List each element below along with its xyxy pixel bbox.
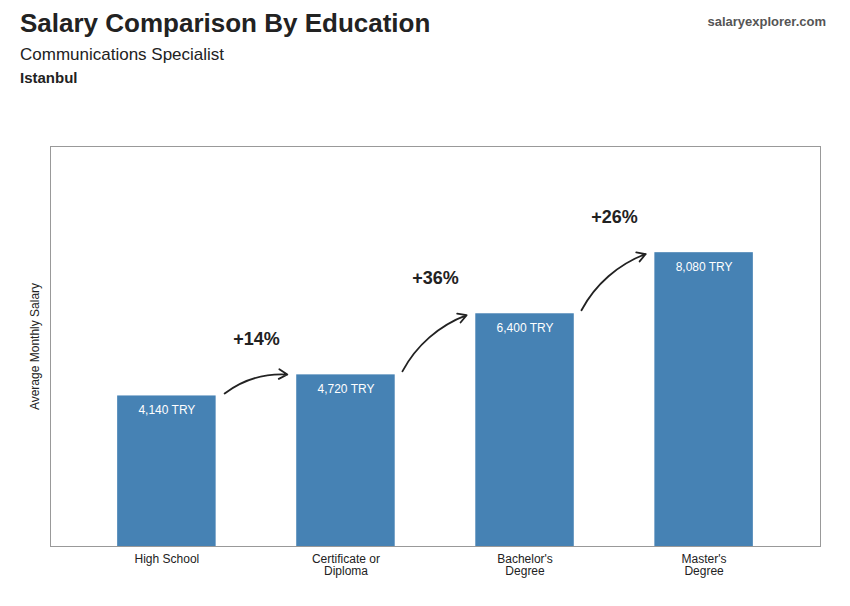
svg-text:Bachelor'sDegree: Bachelor'sDegree xyxy=(497,552,553,578)
svg-text:4,140 TRY: 4,140 TRY xyxy=(138,403,195,417)
svg-text:+36%: +36% xyxy=(412,268,459,288)
html-text:Istanbul: Istanbul xyxy=(20,69,78,86)
svg-text:Certificate orDiploma: Certificate orDiploma xyxy=(312,552,380,578)
html-text:Communications Specialist: Communications Specialist xyxy=(20,45,225,64)
svg-text:6,400 TRY: 6,400 TRY xyxy=(497,321,554,335)
svg-text:4,720 TRY: 4,720 TRY xyxy=(317,382,374,396)
svg-text:Average Monthly Salary: Average Monthly Salary xyxy=(28,283,42,410)
html-text:Salary Comparison By Education: Salary Comparison By Education xyxy=(20,8,431,38)
svg-text:+26%: +26% xyxy=(591,207,638,227)
svg-text:High School: High School xyxy=(135,552,200,566)
svg-text:+14%: +14% xyxy=(233,329,280,349)
html-text:salaryexplorer.com: salaryexplorer.com xyxy=(707,14,826,29)
svg-text:Master'sDegree: Master'sDegree xyxy=(682,552,727,578)
svg-text:8,080 TRY: 8,080 TRY xyxy=(676,260,733,274)
